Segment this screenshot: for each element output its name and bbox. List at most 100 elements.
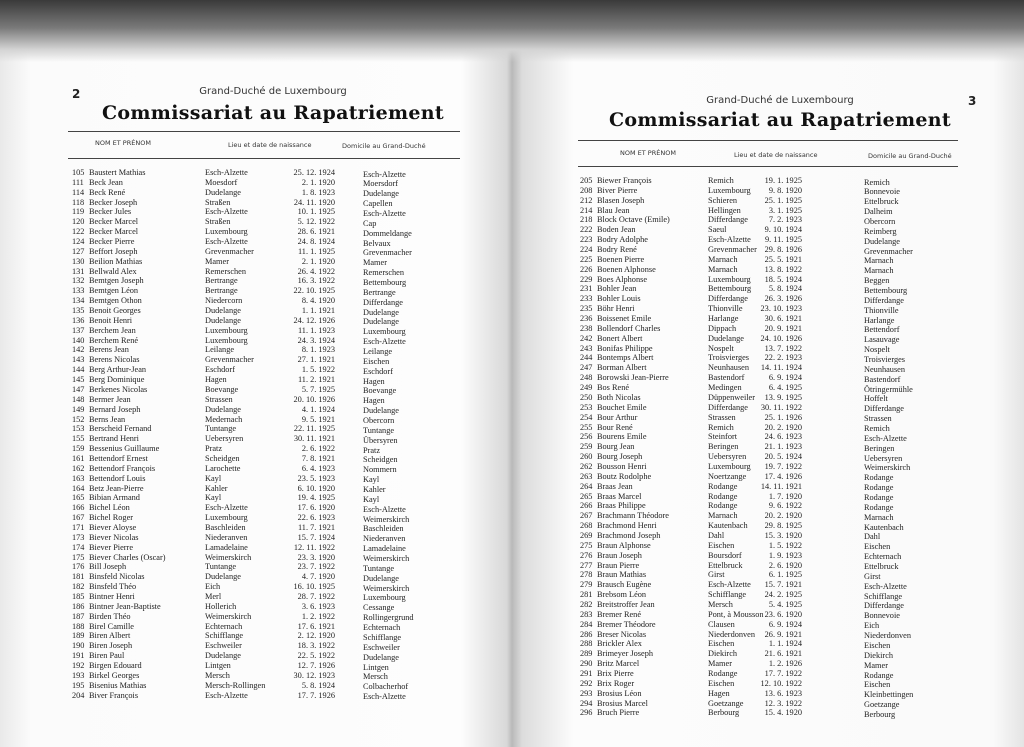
person-name: Blau Jean: [597, 205, 630, 215]
entry-number: 247: [580, 363, 593, 373]
region-heading: Grand-Duché de Luxembourg: [199, 86, 347, 97]
entry-number: 140: [72, 335, 85, 345]
person-name: Brachmond Henri: [597, 521, 657, 531]
domicile: Bastendorf: [864, 374, 901, 384]
birth-date: 15. 7. 1924: [297, 532, 335, 542]
domicile: Pratz: [363, 445, 381, 455]
person-name: Brimeyer Joseph: [597, 649, 653, 659]
person-name: Bourens Emile: [597, 432, 647, 442]
person-name: Bonert Albert: [597, 333, 643, 343]
person-name: Berens Nicolas: [89, 355, 140, 365]
birth-place: Straßen: [205, 197, 231, 207]
domicile: Nommern: [363, 465, 397, 475]
person-name: Brebsom Léon: [597, 590, 647, 600]
domicile: Troisvierges: [864, 354, 906, 364]
person-name: Brausch Eugène: [597, 580, 652, 590]
domicile: Schifflange: [864, 591, 903, 601]
entry-number: 283: [580, 609, 593, 619]
birth-date: 25. 1. 1925: [764, 195, 802, 205]
birth-place: Kautenbach: [708, 521, 748, 531]
birth-date: 30. 11. 1922: [760, 402, 802, 412]
person-name: Bichel Roger: [89, 513, 134, 523]
entry-number: 231: [580, 284, 593, 294]
entry-number: 260: [580, 452, 593, 462]
entry-number: 218: [580, 215, 593, 225]
person-name: Becker Marcel: [89, 227, 139, 237]
domicile: Strassen: [864, 414, 892, 424]
entry-number: 185: [72, 591, 85, 601]
birth-date: 13. 6. 1923: [764, 688, 802, 698]
birth-place: Düppenweiler: [708, 392, 755, 402]
domicile: Dudelange: [363, 573, 399, 583]
person-name: Bettendorf Ernest: [89, 453, 148, 463]
entry-number: 193: [72, 670, 85, 680]
entry-number: 286: [580, 629, 593, 639]
birth-place: Luxembourg: [205, 227, 248, 237]
person-name: Bos René: [597, 383, 630, 393]
birth-date: 12. 10. 1922: [760, 678, 802, 688]
entry-number: 269: [580, 530, 593, 540]
birth-place: Troisvierges: [708, 353, 750, 363]
birth-place: Esch-Alzette: [205, 168, 248, 177]
person-name: Berchem René: [89, 335, 139, 345]
domicile: Rodange: [864, 502, 894, 512]
domicile: Kayl: [363, 494, 380, 504]
domicile: Tuntange: [363, 563, 395, 573]
person-name: Bourg Jean: [597, 442, 635, 452]
domicile: Dudelange: [363, 317, 399, 327]
entry-number: 163: [72, 473, 85, 483]
person-name: Brix Pierre: [597, 669, 634, 678]
birth-place: Lamadelaine: [205, 542, 248, 552]
entry-number: 233: [580, 294, 593, 304]
birth-place: Luxembourg: [708, 185, 751, 195]
birth-date: 8. 4. 1920: [301, 296, 335, 306]
entry-number: 153: [72, 424, 85, 434]
birth-date: 11. 7. 1921: [297, 522, 335, 532]
entry-number: 278: [580, 570, 593, 580]
birth-date: 11. 1. 1923: [297, 325, 335, 335]
entry-number: 132: [72, 276, 85, 286]
person-name: Bour Arthur: [597, 412, 638, 422]
entry-number: 133: [72, 286, 85, 296]
person-name: Berkenes Nicolas: [89, 384, 148, 394]
entry-number: 290: [580, 659, 593, 669]
domicile: Bettembourg: [363, 277, 407, 287]
domicile: Cessange: [363, 603, 395, 613]
birth-date: 8. 1. 1923: [301, 345, 335, 355]
entry-number: 279: [580, 580, 593, 590]
birth-place: Strassen: [708, 412, 736, 422]
person-name: Boutz Rodolphe: [597, 471, 652, 481]
person-name: Bohler Louis: [597, 294, 641, 304]
birth-date: 2. 12. 1920: [297, 631, 335, 641]
person-name: Biever Aloyse: [89, 522, 137, 532]
birth-date: 24. 2. 1925: [764, 590, 802, 600]
birth-place: Schifflange: [708, 590, 747, 600]
entry-number: 259: [580, 442, 593, 452]
person-name: Biver Pierre: [597, 185, 638, 195]
birth-place: Mamer: [708, 659, 732, 669]
entry-number: 262: [580, 461, 593, 471]
domicile: Bonnevoie: [864, 611, 900, 621]
birth-date: 2. 1. 1920: [301, 256, 335, 266]
domicile: Weimerskirch: [363, 514, 410, 524]
domicile: Luxembourg: [363, 327, 406, 337]
birth-place: Schifflange: [205, 631, 244, 641]
birth-date: 1. 7. 1920: [768, 491, 802, 501]
domicile: Colbacherhof: [363, 682, 409, 692]
domicile: Dudelange: [363, 652, 399, 662]
birth-place: Steinfort: [708, 432, 738, 442]
entry-number: 255: [580, 422, 593, 432]
entry-number: 208: [580, 185, 593, 195]
person-name: Biewer François: [597, 176, 652, 185]
column-header: Domicile au Grand-Duché: [868, 152, 952, 160]
birth-place: Moesdorf: [205, 177, 238, 187]
entry-number: 145: [72, 375, 85, 385]
birth-place: Straßen: [205, 217, 231, 227]
entry-number: 165: [72, 493, 85, 503]
birth-place: Medingen: [708, 383, 742, 393]
domicile: Rodange: [864, 483, 894, 493]
header-rule: [68, 158, 460, 159]
header-rule: [578, 140, 958, 141]
header-rule: [68, 131, 460, 132]
